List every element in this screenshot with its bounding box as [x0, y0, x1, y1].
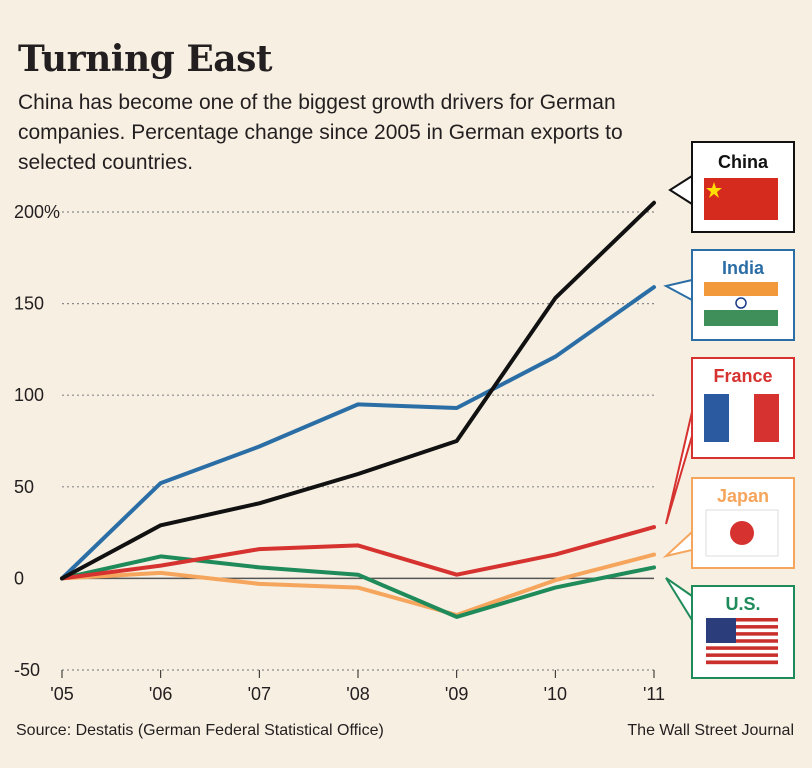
y-tick-label: 200%: [14, 202, 60, 222]
legend-item-us: U.S.: [691, 585, 795, 679]
y-axis-ticks: 200% 150 100 50 0 -50: [14, 202, 60, 680]
chart-title: Turning East: [18, 38, 273, 80]
x-tick-label: '08: [346, 684, 369, 704]
connector-japan: [662, 529, 693, 558]
us-flag-icon: [706, 618, 778, 665]
legend-item-china: China: [691, 141, 795, 233]
us-flag-stripe: [706, 649, 778, 654]
us-flag-stripe: [706, 635, 778, 640]
legend-item-france: France: [691, 357, 795, 459]
x-tick-label: '09: [445, 684, 468, 704]
us-flag-stripe: [706, 639, 778, 643]
connector-us: [665, 577, 693, 624]
y-tick-label: 100: [14, 385, 44, 405]
china-flag-icon: [704, 178, 778, 220]
legend-label-india: India: [722, 258, 765, 278]
x-tick-label: '11: [643, 684, 665, 704]
publisher-credit: The Wall Street Journal: [627, 722, 794, 739]
us-flag-stripe: [706, 642, 778, 647]
x-tick-label: '05: [50, 684, 73, 704]
legend-item-japan: Japan: [691, 477, 795, 569]
legend-label-japan: Japan: [717, 486, 769, 506]
connector-china: [668, 174, 693, 206]
gridlines: [62, 211, 654, 671]
y-tick-label: 0: [14, 568, 24, 588]
x-tick-label: '10: [544, 684, 567, 704]
y-tick-label: -50: [14, 660, 40, 680]
us-flag-stripe: [706, 653, 778, 658]
chart-subtitle: China has become one of the biggest grow…: [18, 91, 623, 174]
x-axis-ticks: '05 '06 '07 '08 '09 '10 '11: [50, 670, 665, 704]
us-flag-stripe: [706, 628, 778, 633]
y-tick-label: 50: [14, 477, 34, 497]
x-tick-label: '07: [248, 684, 271, 704]
legend: China India France: [691, 141, 795, 679]
legend-label-us: U.S.: [725, 594, 760, 614]
japan-flag-icon: [705, 509, 779, 557]
us-flag-stripe: [706, 646, 778, 651]
series-line-india: [60, 285, 656, 581]
us-flag-stripe: [706, 656, 778, 661]
france-flag-icon: [704, 394, 779, 442]
us-flag-stripe: [706, 625, 778, 629]
legend-connectors: [662, 174, 693, 624]
series-line-us: [60, 554, 656, 619]
us-flag-stripe: [706, 621, 778, 626]
connector-france: [665, 411, 693, 525]
connector-india: [663, 278, 693, 302]
series-line-china: [60, 200, 656, 581]
series-lines: [60, 200, 656, 619]
series-line-france: [60, 525, 656, 581]
legend-label-china: China: [718, 152, 769, 172]
us-flag-stripe: [706, 632, 778, 636]
india-flag-icon: [704, 282, 778, 326]
series-line-japan: [60, 552, 656, 617]
y-tick-label: 150: [14, 294, 44, 314]
source-note: Source: Destatis (German Federal Statist…: [16, 722, 384, 739]
x-tick-label: '06: [149, 684, 172, 704]
us-flag-stripe: [706, 660, 778, 665]
legend-label-france: France: [713, 366, 772, 386]
us-flag-stripe: [706, 618, 778, 622]
us-flag-canton: [706, 618, 736, 643]
legend-item-india: India: [691, 249, 795, 341]
